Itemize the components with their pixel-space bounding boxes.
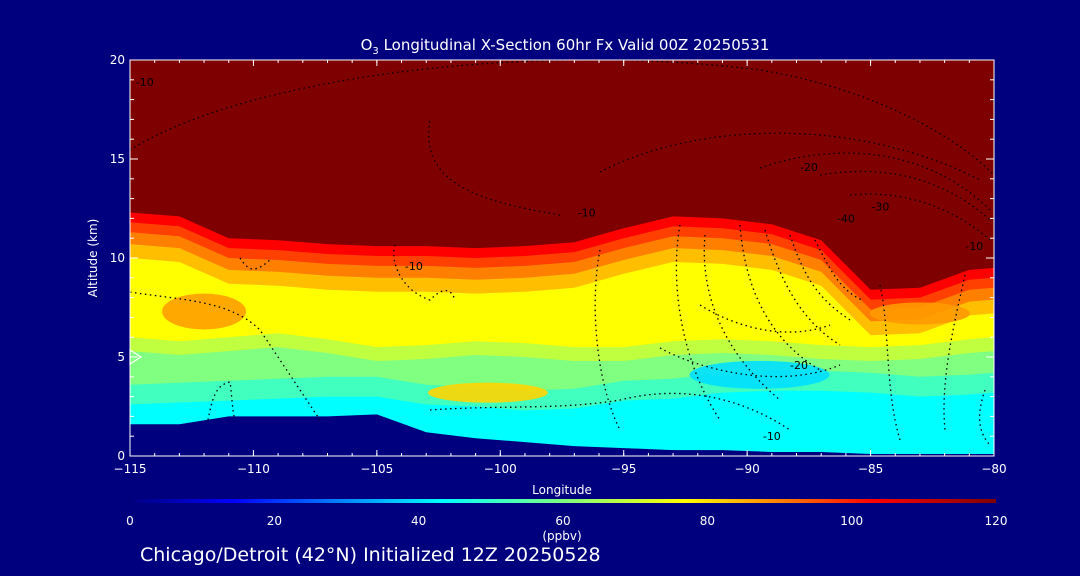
chart-title: O3 Longitudinal X-Section 60hr Fx Valid … [361,36,770,57]
terrain [130,414,994,456]
contour-line [594,249,621,431]
colorbar-tick-label: 120 [985,514,1008,528]
contour-line [130,60,994,176]
contour-line [814,239,863,301]
contour-line [393,244,456,301]
y-tick-label: 15 [110,152,125,166]
x-tick-label: −105 [360,462,393,476]
x-tick-label: −115 [114,462,147,476]
contour-label: -10 [405,260,423,273]
feature-orange-west [162,293,247,330]
x-axis-label: Longitude [532,483,592,497]
contour-line [789,234,851,321]
footer-text: Chicago/Detroit (42°N) Initialized 12Z 2… [140,544,601,566]
x-tick-label: −90 [734,462,759,476]
contour-label: -40 [837,212,855,225]
altitude-marker-triangle [129,348,143,366]
contour-label: -10 [578,206,596,219]
x-tick-label: −85 [858,462,883,476]
title-o: O [361,36,373,54]
colorbar-ticks: 0 20 40 60 80 100 120 [126,514,1007,528]
contour-label: -10 [763,430,781,443]
feature-orange-east [869,302,970,325]
contour-label: -30 [871,201,889,214]
y-axis-label: Altitude (km) [86,219,100,298]
y-tick-label: 0 [117,449,125,463]
feature-cyan-east [689,360,830,389]
contour-label: -20 [800,161,818,174]
y-tick-label: 10 [110,251,125,265]
x-axis: −115 −110 −105 −100 −95 −90 −85 −80 [114,60,1007,476]
colorbar [130,499,996,503]
contour-line [699,304,831,333]
contour-label: -10 [965,240,983,253]
y-tick-label: 5 [117,350,125,364]
feature-yellow-low [427,382,548,403]
contour-line [978,389,991,446]
contour-lines: -10 -20 -30 -40 -10 -10 -10 -20 -10 [130,60,994,446]
contour-line [879,284,901,441]
x-tick-label: −100 [484,462,517,476]
contour-line [207,381,236,421]
contour-line [703,234,781,401]
y-axis: 0 5 10 15 20 [110,53,994,463]
contour-label: -20 [790,359,808,372]
colorbar-tick-label: 40 [411,514,426,528]
contour-label: -10 [136,76,154,89]
contour-line [429,392,791,431]
colorbar-tick-label: 100 [840,514,863,528]
title-subscript: 3 [372,46,378,57]
x-tick-label: −95 [611,462,636,476]
ozone-field [130,60,994,456]
title-rest: Longitudinal X-Section 60hr Fx Valid 00Z… [379,36,770,54]
colorbar-label: (ppbv) [542,529,581,543]
colorbar-tick-label: 60 [555,514,570,528]
contour-line [675,224,721,421]
x-tick-label: −80 [981,462,1006,476]
colorbar-tick-label: 80 [700,514,715,528]
x-tick-label: −110 [237,462,270,476]
colorbar-tick-label: 0 [126,514,134,528]
colorbar-tick-label: 20 [267,514,282,528]
y-tick-label: 20 [110,53,125,67]
